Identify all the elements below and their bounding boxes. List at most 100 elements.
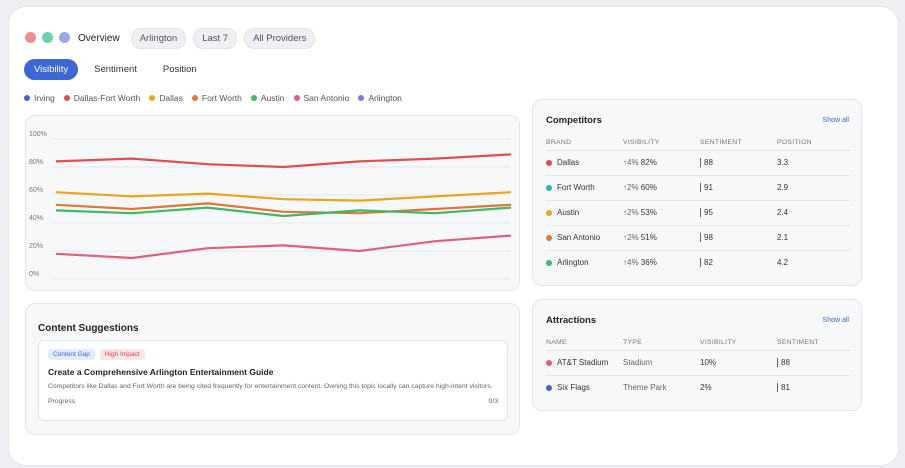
tab-visibility[interactable]: Visibility: [24, 59, 79, 80]
column-header-position: POSITION: [777, 136, 850, 151]
visibility-chart-card: 100% 80% 60% 40% 20% 0%: [25, 115, 520, 291]
legend-swatch: [250, 95, 257, 101]
legend-label: Irving: [34, 93, 55, 103]
legend-label: Dallas: [159, 93, 183, 103]
legend-swatch: [293, 95, 300, 101]
tab-position[interactable]: Position: [162, 64, 197, 75]
attraction-color-dot: [546, 359, 552, 366]
series-line[interactable]: [55, 191, 512, 202]
filter-bar: Overview Arlington Last 7 All Providers: [78, 28, 316, 49]
table-row[interactable]: AT&T Stadium Stadium 10% 88: [546, 350, 850, 376]
legend-item[interactable]: Austin: [250, 93, 285, 103]
window-controls: [25, 32, 70, 43]
providers-filter[interactable]: All Providers: [244, 28, 316, 49]
column-header-visibility: VISIBILITY: [700, 336, 777, 351]
table-row[interactable]: Six Flags Theme Park 2% 81: [546, 375, 850, 400]
y-tick-label: 80%: [29, 159, 43, 166]
brand-name: San Antonio: [557, 233, 601, 242]
tab-sentiment[interactable]: Sentiment: [94, 64, 137, 75]
suggestion-item[interactable]: Content Gap High Impact Create a Compreh…: [38, 340, 508, 421]
visibility-value: 82%: [640, 158, 657, 167]
position-value: 4.2: [777, 258, 789, 268]
legend-item[interactable]: San Antonio: [293, 93, 349, 103]
legend-label: Fort Worth: [201, 93, 242, 103]
attraction-visibility: 2%: [700, 383, 712, 393]
attraction-type: Stadium: [623, 350, 700, 376]
close-window-dot[interactable]: [25, 32, 36, 43]
legend-item[interactable]: Irving: [24, 93, 55, 103]
sentiment-value: 98: [700, 233, 713, 242]
competitors-title: Competitors: [546, 115, 602, 126]
table-row[interactable]: Austin ↑2% 53% 95 2.4: [546, 200, 850, 226]
column-header-name: NAME: [546, 336, 623, 351]
maximize-window-dot[interactable]: [59, 32, 70, 43]
table-row[interactable]: San Antonio ↑2% 51% 98 2.1: [546, 225, 850, 251]
series-line[interactable]: [55, 153, 512, 169]
content-suggestions-title: Content Suggestions: [38, 323, 139, 334]
metric-tabs: Visibility Sentiment Position: [24, 59, 207, 80]
table-row[interactable]: Fort Worth ↑2% 60% 91 2.9: [546, 175, 850, 201]
table-row[interactable]: Dallas ↑4% 82% 88 3.3: [546, 150, 850, 176]
visibility-value: 53%: [640, 208, 657, 217]
visibility-change: ↑2%: [623, 208, 639, 217]
legend-item[interactable]: Dallas: [149, 93, 183, 103]
name-cell: AT&T Stadium: [546, 350, 623, 376]
brand-name: Fort Worth: [557, 183, 595, 192]
visibility-value: 51%: [640, 233, 657, 242]
high-impact-tag: High Impact: [99, 349, 145, 360]
legend-item[interactable]: Dallas-Fort Worth: [63, 93, 140, 103]
sentiment-value: 91: [700, 183, 713, 192]
brand-color-dot: [546, 184, 552, 191]
progress-label: Progress: [48, 398, 76, 405]
minimize-window-dot[interactable]: [42, 32, 53, 43]
position-value: 2.1: [777, 225, 850, 251]
table-row[interactable]: Arlington ↑4% 36% 82 4.2: [546, 250, 850, 275]
visibility-change: ↑2%: [623, 233, 639, 242]
location-filter[interactable]: Arlington: [130, 28, 187, 49]
attraction-sentiment: 88: [777, 358, 790, 367]
visibility-cell: ↑2% 53%: [623, 200, 700, 226]
legend-item[interactable]: Fort Worth: [191, 93, 242, 103]
competitors-card: Competitors Show all BRAND VISIBILITY SE…: [532, 99, 862, 286]
legend-label: Arlington: [368, 93, 402, 103]
legend-swatch: [191, 95, 198, 101]
sentiment-cell: 91: [700, 175, 777, 201]
position-value: 3.3: [777, 150, 850, 176]
brand-cell: Austin: [546, 200, 623, 226]
y-tick-label: 0%: [29, 271, 39, 278]
period-filter[interactable]: Last 7: [193, 28, 238, 49]
sentiment-cell: 88: [700, 150, 777, 176]
content-suggestions-card: Content Suggestions Content Gap High Imp…: [25, 303, 520, 435]
attraction-type: Theme Park: [623, 383, 667, 393]
y-tick-label: 100%: [29, 131, 47, 138]
sentiment-cell: 95: [700, 200, 777, 226]
attraction-color-dot: [546, 384, 552, 391]
y-tick-label: 60%: [29, 187, 43, 194]
visibility-change: ↑4%: [623, 258, 639, 268]
legend-swatch: [63, 95, 70, 101]
brand-name: Dallas: [557, 158, 580, 167]
visibility-change: ↑4%: [623, 158, 639, 167]
name-cell: Six Flags: [546, 375, 623, 400]
attraction-name: AT&T Stadium: [557, 358, 609, 367]
sentiment-cell: 98: [700, 225, 777, 251]
position-value: 2.4: [777, 200, 850, 226]
sentiment-cell: 81: [777, 375, 850, 400]
column-header-sentiment: SENTIMENT: [777, 336, 850, 351]
series-line[interactable]: [55, 202, 512, 215]
visibility-value: 60%: [640, 183, 657, 192]
sentiment-value: 82: [700, 258, 713, 268]
visibility-cell: ↑4% 82%: [623, 150, 700, 176]
series-line[interactable]: [55, 206, 512, 218]
attraction-visibility: 10%: [700, 350, 777, 376]
legend-label: Austin: [260, 93, 285, 103]
competitors-show-all-link[interactable]: Show all: [822, 117, 849, 124]
suggestion-title: Create a Comprehensive Arlington Enterta…: [48, 367, 274, 377]
attractions-show-all-link[interactable]: Show all: [822, 317, 849, 324]
visibility-cell: ↑4% 36%: [623, 250, 700, 275]
series-line[interactable]: [55, 234, 512, 260]
suggestion-description: Competitors like Dallas and Fort Worth a…: [48, 383, 493, 390]
competitors-table: BRAND VISIBILITY SENTIMENT POSITION Dall…: [546, 136, 850, 275]
column-header-type: TYPE: [623, 336, 700, 351]
legend-item[interactable]: Arlington: [358, 93, 402, 103]
